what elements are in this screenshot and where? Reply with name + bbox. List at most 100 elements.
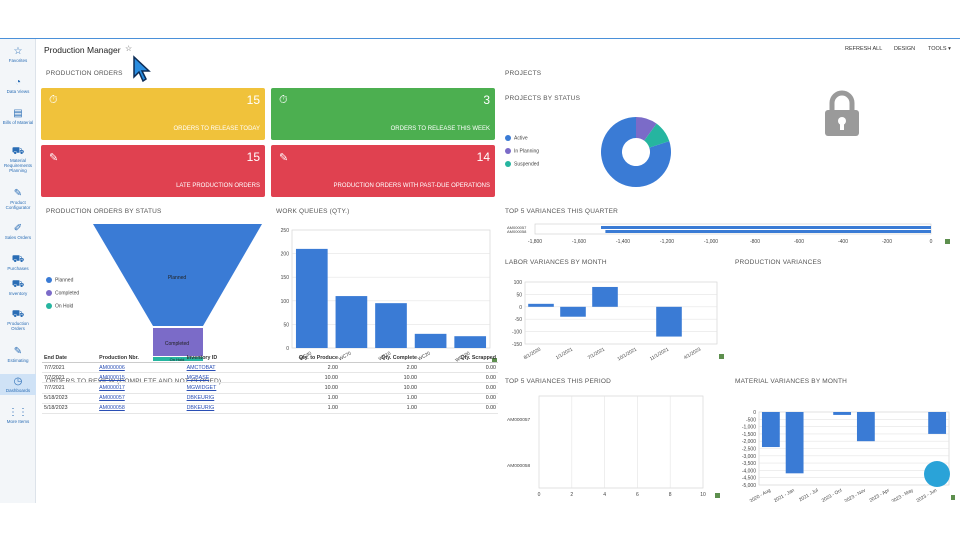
orders-to-review-table: End Date Production Nbr. Inventory ID Qt…	[42, 353, 498, 414]
col-qty-complete[interactable]: Qty. Complete	[339, 353, 419, 363]
legend-in-planning: In Planning	[505, 148, 539, 154]
sidebar-icon: ✐	[13, 223, 23, 234]
y-tick-label: 100	[281, 299, 290, 305]
table-cell[interactable]: AM000006	[97, 362, 185, 374]
col-end-date[interactable]: End Date	[42, 353, 98, 363]
col-qty-to-produce[interactable]: Qty. to Produce	[253, 353, 340, 363]
table-cell[interactable]: AM000017	[97, 382, 185, 394]
sidebar-item-bills-of-material[interactable]: ▤ Bills of Material	[0, 106, 36, 127]
tools-menu-button[interactable]: TOOLS ▾	[928, 46, 951, 52]
y-tick-label: -4,500	[742, 476, 756, 482]
funnel-planned	[93, 224, 262, 326]
export-icon[interactable]	[719, 354, 724, 359]
table-cell[interactable]: AM000015	[97, 372, 185, 384]
y-tick-label: 0	[519, 305, 522, 311]
x-tick-label: 2023 - Apr	[868, 487, 891, 502]
sidebar-icon: ⛟	[11, 146, 25, 157]
x-tick-label: 2023 - May	[891, 487, 915, 502]
section-projects-by-status: PROJECTS BY STATUS	[505, 95, 581, 102]
x-tick-label: -1,400	[616, 239, 630, 245]
sidebar-item-favorites[interactable]: ☆ Favorites	[0, 44, 36, 65]
y-tick-label: -100	[512, 330, 522, 336]
legend-suspended: Suspended	[505, 161, 539, 167]
sidebar-item-label: Dashboards	[5, 388, 31, 393]
sidebar-item-material-requirements-planning[interactable]: ⛟ Material Requirements Planning	[0, 144, 36, 175]
export-icon[interactable]	[715, 493, 720, 498]
y-tick-label: AM000057	[507, 417, 531, 423]
table-cell: 0.00	[418, 403, 498, 414]
sidebar-item-estimating[interactable]: ✎ Estimating	[0, 344, 36, 365]
table-row[interactable]: 7/7/2021 AM000006 AMCTOBAT 2.00 2.00 0.00	[42, 362, 498, 374]
table-cell: 2.00	[253, 362, 340, 374]
x-tick-label: -400	[838, 239, 848, 245]
sidebar-item-sales-orders[interactable]: ✐ Sales Orders	[0, 221, 36, 242]
table-cell[interactable]: DBKEURIG	[184, 403, 254, 414]
section-work-queues: WORK QUEUES (QTY.)	[276, 208, 350, 215]
design-button[interactable]: DESIGN	[894, 46, 916, 52]
inventory-id-link[interactable]: MGBASE	[186, 374, 210, 381]
tile-label: ORDERS TO RELEASE TODAY	[173, 126, 260, 132]
donut-slice-active	[601, 117, 671, 187]
favorite-star-icon[interactable]: ☆	[125, 44, 133, 53]
table-cell[interactable]: AM000058	[97, 403, 185, 414]
legend-planned: Planned	[46, 277, 73, 283]
sidebar-item-production-orders[interactable]: ⛟ Production Orders	[0, 307, 36, 333]
table-cell[interactable]: AMCTOBAT	[184, 362, 254, 374]
sidebar-item-data-views[interactable]: ◔ Data Views	[0, 75, 36, 96]
x-tick-label: -200	[882, 239, 892, 245]
table-cell[interactable]: AM000057	[97, 393, 185, 404]
sidebar-item-purchases[interactable]: ⛟ Purchases	[0, 252, 36, 273]
inventory-id-link[interactable]: DBKEURIG	[186, 395, 215, 402]
tile-late-production-orders[interactable]: ✎ 15 LATE PRODUCTION ORDERS	[41, 145, 265, 197]
production-nbr-link[interactable]: AM000058	[99, 405, 125, 412]
chat-bubble-icon[interactable]	[924, 461, 950, 487]
col-inventory-id[interactable]: Inventory ID	[184, 353, 254, 363]
table-cell[interactable]: MGBASE	[184, 372, 254, 384]
sidebar-icon: ⛟	[11, 279, 25, 290]
refresh-all-button[interactable]: REFRESH ALL	[845, 46, 883, 52]
col-qty-scrapped[interactable]: Qty. Scrapped	[418, 353, 498, 363]
y-tick-label: 200	[281, 252, 290, 258]
tile-orders-release-today[interactable]: ⏱ 15 ORDERS TO RELEASE TODAY	[41, 88, 265, 140]
col-production-nbr[interactable]: Production Nbr.	[97, 353, 185, 363]
bar-2023 - Oct	[833, 412, 852, 415]
table-cell[interactable]: DBKEURIG	[184, 393, 254, 404]
x-tick-label: 4	[603, 492, 606, 498]
sidebar-item-dashboards[interactable]: ◷ Dashboards	[0, 374, 36, 395]
projects-donut-chart	[601, 117, 671, 187]
y-tick-label: 50	[283, 322, 289, 328]
production-nbr-link[interactable]: AM000015	[99, 374, 125, 381]
table-cell[interactable]: MGWIDGET	[184, 382, 254, 394]
tile-orders-release-week[interactable]: ⏱ 3 ORDERS TO RELEASE THIS WEEK	[271, 88, 495, 140]
export-icon[interactable]	[945, 239, 950, 244]
tile-label: PRODUCTION ORDERS WITH PAST-DUE OPERATIO…	[333, 183, 490, 189]
table-row[interactable]: 5/18/2023 AM000058 DBKEURIG 1.00 1.00 0.00	[42, 403, 498, 414]
production-nbr-link[interactable]: AM000006	[99, 364, 125, 371]
inventory-id-link[interactable]: DBKEURIG	[186, 405, 215, 412]
production-nbr-link[interactable]: AM000057	[99, 395, 125, 402]
table-cell: 0.00	[418, 362, 498, 374]
inventory-id-link[interactable]: MGWIDGET	[186, 384, 217, 391]
sidebar-item-more-items[interactable]: ⋮⋮ More Items	[0, 405, 36, 426]
sidebar-icon: ⛟	[11, 309, 25, 320]
tile-past-due-operations[interactable]: ✎ 14 PRODUCTION ORDERS WITH PAST-DUE OPE…	[271, 145, 495, 197]
x-tick-label: 0	[930, 239, 933, 245]
table-row[interactable]: 5/18/2023 AM000057 DBKEURIG 1.00 1.00 0.00	[42, 393, 498, 404]
x-tick-label: 10/1/2021	[617, 346, 639, 362]
donut-slice-suspended	[644, 123, 670, 148]
bar-AM000057	[601, 226, 931, 229]
table-row[interactable]: 7/7/2021 AM000015 MGBASE 10.00 10.00 0.00	[42, 372, 498, 384]
x-tick-label: 2021 - Jan	[773, 487, 796, 502]
legend-active: Active	[505, 135, 528, 141]
sidebar-item-product-configurator[interactable]: ✎ Product Configurator	[0, 186, 36, 212]
table-row[interactable]: 7/7/2021 AM000017 MGWIDGET 10.00 10.00 0.00	[42, 382, 498, 394]
production-nbr-link[interactable]: AM000017	[99, 384, 125, 391]
sidebar-item-inventory[interactable]: ⛟ Inventory	[0, 277, 36, 298]
inventory-id-link[interactable]: AMCTOBAT	[186, 364, 216, 371]
bar-7/1/2021	[592, 286, 618, 307]
sidebar: ☆ Favorites ◔ Data Views ▤ Bills of Material ⛟…	[0, 39, 36, 503]
table-cell: 0.00	[418, 382, 498, 394]
export-icon[interactable]	[951, 495, 955, 500]
